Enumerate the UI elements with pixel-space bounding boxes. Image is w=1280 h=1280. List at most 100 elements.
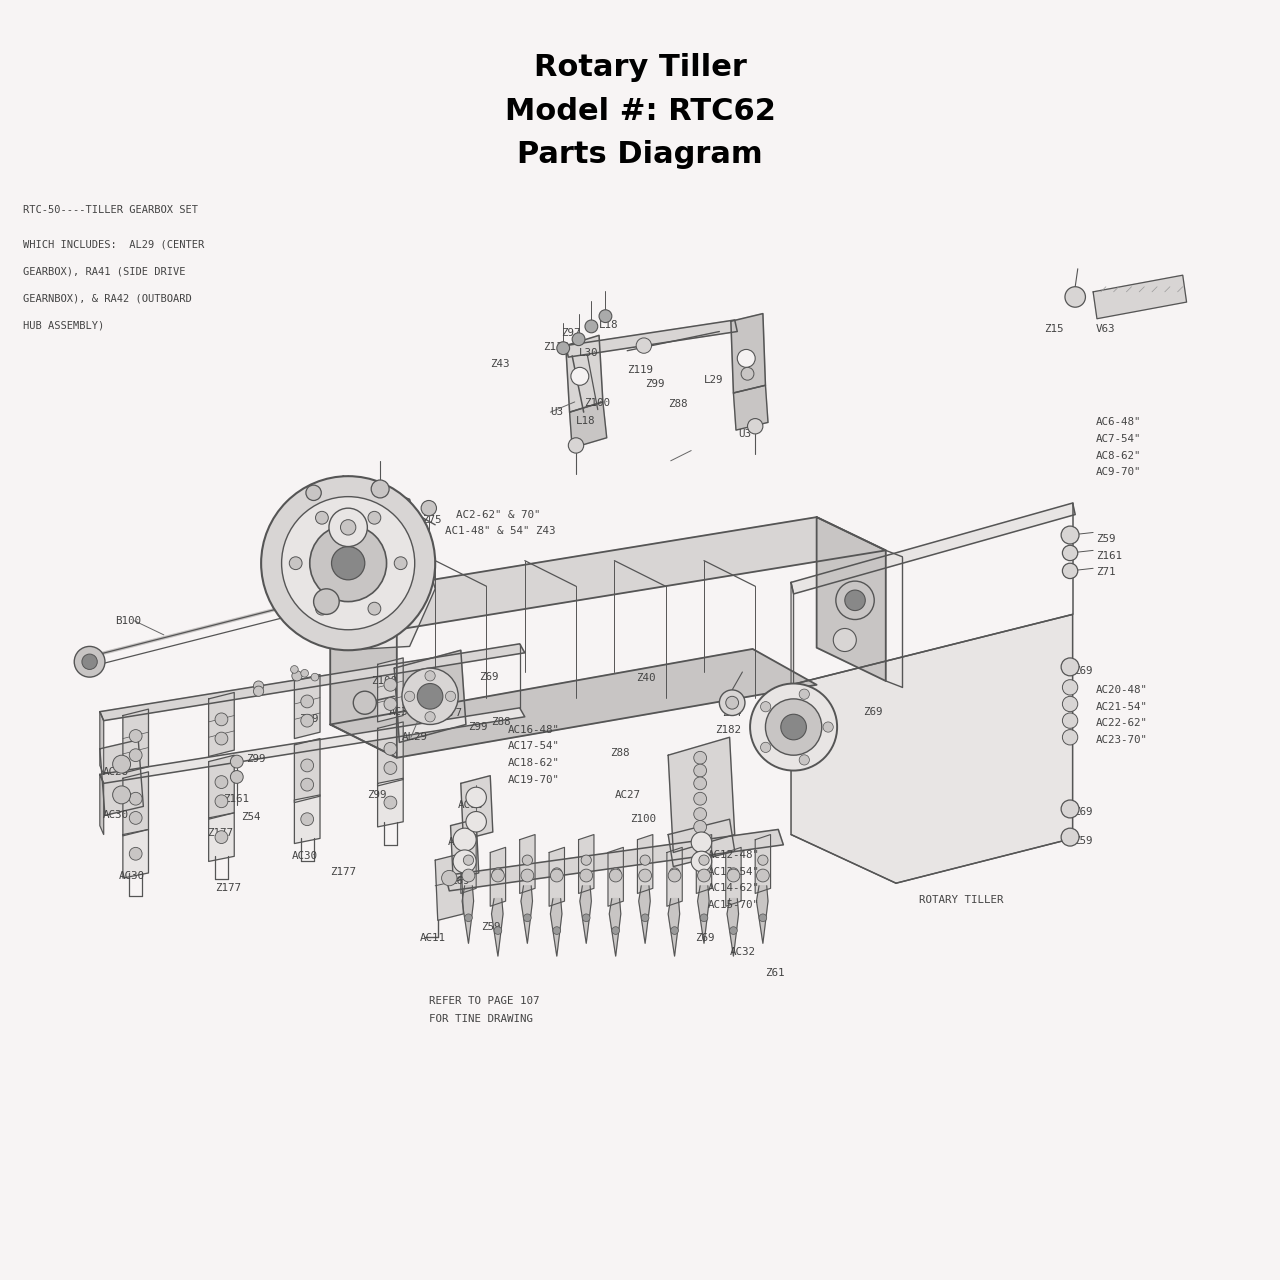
Text: Z99: Z99 (300, 714, 319, 724)
Polygon shape (100, 712, 104, 774)
Circle shape (823, 722, 833, 732)
Polygon shape (378, 658, 403, 722)
Polygon shape (461, 835, 476, 893)
Polygon shape (731, 314, 765, 393)
Polygon shape (733, 385, 768, 430)
Text: FOR TINE DRAWING: FOR TINE DRAWING (429, 1014, 532, 1024)
Text: AC32: AC32 (448, 837, 474, 847)
Text: AC6-48": AC6-48" (1096, 417, 1142, 428)
Polygon shape (378, 722, 403, 786)
Polygon shape (1093, 275, 1187, 319)
Polygon shape (445, 829, 783, 891)
Text: RA42: RA42 (767, 732, 792, 742)
Circle shape (668, 869, 681, 882)
Circle shape (694, 777, 707, 790)
Circle shape (833, 628, 856, 652)
Text: AC1-48" & 54" Z43: AC1-48" & 54" Z43 (445, 526, 556, 536)
Text: RTC-50----TILLER GEARBOX SET: RTC-50----TILLER GEARBOX SET (23, 205, 198, 215)
Circle shape (311, 673, 319, 681)
Circle shape (301, 695, 314, 708)
Text: Z69: Z69 (479, 672, 498, 682)
Text: L30: L30 (579, 348, 598, 358)
Polygon shape (791, 582, 794, 696)
Text: Z97: Z97 (561, 328, 580, 338)
Text: Z100: Z100 (371, 676, 397, 686)
Text: AC2-62" & 70": AC2-62" & 70" (456, 509, 540, 520)
Circle shape (310, 525, 387, 602)
Circle shape (698, 869, 710, 882)
Circle shape (230, 771, 243, 783)
Circle shape (492, 869, 504, 882)
Polygon shape (343, 476, 435, 650)
Circle shape (726, 696, 739, 709)
Text: Z59: Z59 (1073, 836, 1092, 846)
Circle shape (727, 869, 740, 882)
Text: RA41: RA41 (323, 617, 348, 627)
Polygon shape (209, 755, 234, 819)
Text: Z69: Z69 (863, 707, 882, 717)
Circle shape (442, 870, 457, 886)
Circle shape (282, 497, 415, 630)
Text: Z59: Z59 (311, 498, 330, 508)
Text: U3: U3 (739, 429, 751, 439)
Circle shape (728, 868, 739, 878)
Text: Z99: Z99 (246, 754, 265, 764)
Circle shape (737, 349, 755, 367)
Text: AC8-62": AC8-62" (1096, 451, 1142, 461)
Circle shape (781, 714, 806, 740)
Circle shape (585, 320, 598, 333)
Circle shape (316, 511, 329, 524)
Polygon shape (791, 503, 1075, 594)
Circle shape (462, 869, 475, 882)
Text: Model #: RTC62: Model #: RTC62 (504, 97, 776, 125)
Circle shape (1062, 730, 1078, 745)
Polygon shape (490, 847, 506, 906)
Text: AC32: AC32 (730, 947, 755, 957)
Text: B100: B100 (115, 616, 141, 626)
Circle shape (314, 589, 339, 614)
Text: Z177: Z177 (207, 828, 233, 838)
Circle shape (82, 654, 97, 669)
Circle shape (694, 792, 707, 805)
Circle shape (466, 812, 486, 832)
Polygon shape (209, 813, 234, 861)
Circle shape (612, 927, 620, 934)
Text: Z99: Z99 (468, 722, 488, 732)
Circle shape (301, 778, 314, 791)
Polygon shape (100, 644, 525, 721)
Polygon shape (570, 402, 607, 448)
Circle shape (1061, 828, 1079, 846)
Circle shape (371, 480, 389, 498)
Circle shape (465, 914, 472, 922)
Text: AC16-48": AC16-48" (508, 724, 561, 735)
Text: AC13-54": AC13-54" (708, 867, 760, 877)
Circle shape (1062, 545, 1078, 561)
Circle shape (756, 869, 769, 882)
Polygon shape (100, 740, 143, 815)
Text: Z43: Z43 (490, 358, 509, 369)
Circle shape (215, 831, 228, 844)
Circle shape (700, 914, 708, 922)
Text: Z69: Z69 (695, 933, 714, 943)
Circle shape (129, 730, 142, 742)
Text: AC20-48": AC20-48" (1096, 685, 1148, 695)
Text: Z88: Z88 (668, 399, 687, 410)
Circle shape (129, 792, 142, 805)
Text: AC10: AC10 (458, 800, 484, 810)
Circle shape (553, 927, 561, 934)
Text: AC3: AC3 (330, 531, 349, 541)
Circle shape (1061, 658, 1079, 676)
Text: Parts Diagram: Parts Diagram (517, 141, 763, 169)
Circle shape (557, 342, 570, 355)
Polygon shape (550, 899, 562, 956)
Circle shape (765, 699, 822, 755)
Polygon shape (492, 899, 503, 956)
Circle shape (694, 808, 707, 820)
Polygon shape (566, 335, 603, 412)
Polygon shape (608, 847, 623, 906)
Text: Z119: Z119 (627, 365, 653, 375)
Text: Z75: Z75 (422, 515, 442, 525)
Text: AC30: AC30 (292, 851, 317, 861)
Polygon shape (637, 835, 653, 893)
Circle shape (641, 914, 649, 922)
